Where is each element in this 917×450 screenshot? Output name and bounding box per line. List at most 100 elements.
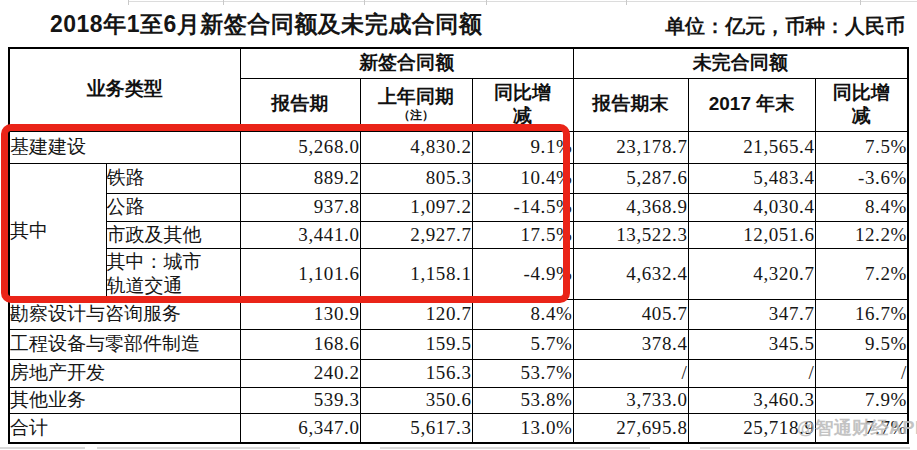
screenshot-root: 2018年1至6月新签合同额及未完成合同额 单位：亿元，币种：人民币 业务类型 … <box>0 0 917 450</box>
table-row: 勘察设计与咨询服务 130.9 120.7 8.4% 405.7 347.7 1… <box>9 299 908 329</box>
data-cell: 13.0% <box>472 413 573 443</box>
data-cell: 405.7 <box>573 299 688 329</box>
cropped-gridline <box>626 0 627 5</box>
row-label: 铁路 <box>106 163 240 193</box>
data-cell: / <box>688 359 815 387</box>
cropped-table-remnant-top <box>128 1 917 2</box>
data-cell: 805.3 <box>360 163 472 193</box>
data-cell: -3.6% <box>815 163 908 193</box>
data-cell: 7.9% <box>815 387 908 413</box>
row-label: 市政及其他 <box>106 221 240 248</box>
data-cell: 6,347.0 <box>240 413 360 443</box>
data-cell: 5,617.3 <box>360 413 472 443</box>
cropped-gridline <box>860 0 861 5</box>
data-cell: 16.7% <box>815 299 908 329</box>
data-cell: 9.1% <box>472 131 573 163</box>
data-cell: 1,097.2 <box>360 193 472 221</box>
data-cell: 937.8 <box>240 193 360 221</box>
data-cell: 2,927.7 <box>360 221 472 248</box>
contracts-table: 业务类型 新签合同额 未完合同额 报告期 上年同期 （注） 同比增 减 报告期末… <box>8 47 909 444</box>
data-cell: 240.2 <box>240 359 360 387</box>
data-cell: 27,695.8 <box>573 413 688 443</box>
data-cell: 4,830.2 <box>360 131 472 163</box>
table-row: 其中：城市 轨道交通 1,101.6 1,158.1 -4.9% 4,632.4… <box>9 248 908 299</box>
cropped-table-remnant-bottom <box>380 447 650 449</box>
data-cell: 23,178.7 <box>573 131 688 163</box>
row-label: 其他业务 <box>9 387 240 413</box>
row-label: 合计 <box>9 413 240 443</box>
data-cell: 168.6 <box>240 329 360 359</box>
data-cell: 13,522.3 <box>573 221 688 248</box>
table-row: 其他业务 539.3 350.6 53.8% 3,733.0 3,460.3 7… <box>9 387 908 413</box>
data-cell: -14.5% <box>472 193 573 221</box>
col-header-business-type: 业务类型 <box>9 48 240 131</box>
data-cell: 4,368.9 <box>573 193 688 221</box>
data-cell: 21,565.4 <box>688 131 815 163</box>
data-cell: 889.2 <box>240 163 360 193</box>
col-header-report-period: 报告期 <box>240 78 360 131</box>
row-label: 勘察设计与咨询服务 <box>9 299 240 329</box>
table-row: 其中 铁路 889.2 805.3 10.4% 5,287.6 5,483.4 … <box>9 163 908 193</box>
data-cell: 3,441.0 <box>240 221 360 248</box>
row-label: 公路 <box>106 193 240 221</box>
data-cell: 17.5% <box>472 221 573 248</box>
group-label-cell: 其中 <box>9 163 106 299</box>
data-cell: 9.5% <box>815 329 908 359</box>
data-cell: 12,051.6 <box>688 221 815 248</box>
row-label: 工程设备与零部件制造 <box>9 329 240 359</box>
data-cell: 378.4 <box>573 329 688 359</box>
data-cell: 1,101.6 <box>240 248 360 299</box>
data-cell: 5,268.0 <box>240 131 360 163</box>
data-cell: 4,030.4 <box>688 193 815 221</box>
data-cell: 7.2% <box>815 248 908 299</box>
data-cell: 1,158.1 <box>360 248 472 299</box>
table-row: 市政及其他 3,441.0 2,927.7 17.5% 13,522.3 12,… <box>9 221 908 248</box>
data-cell: 25,718.9 <box>688 413 815 443</box>
data-cell: 8.4% <box>815 193 908 221</box>
table-row: 公路 937.8 1,097.2 -14.5% 4,368.9 4,030.4 … <box>9 193 908 221</box>
row-label: 其中：城市 轨道交通 <box>106 248 240 299</box>
col-header-yoy-backlog: 同比增 减 <box>815 78 908 131</box>
table-row: 房地产开发 240.2 156.3 53.7% / / / <box>9 359 908 387</box>
data-cell: 539.3 <box>240 387 360 413</box>
data-cell: 3,460.3 <box>688 387 815 413</box>
data-cell: 347.7 <box>688 299 815 329</box>
cropped-gridline <box>128 0 129 5</box>
data-cell: 345.5 <box>688 329 815 359</box>
data-cell: 120.7 <box>360 299 472 329</box>
cropped-gridline <box>223 0 224 5</box>
watermark: @智通财经APP <box>797 416 917 440</box>
data-cell: 8.4% <box>472 299 573 329</box>
data-cell: 5,483.4 <box>688 163 815 193</box>
table-row: 合计 6,347.0 5,617.3 13.0% 27,695.8 25,718… <box>9 413 908 443</box>
prior-period-label: 上年同期 <box>361 86 472 109</box>
data-cell: 156.3 <box>360 359 472 387</box>
row-label: 基建建设 <box>9 131 240 163</box>
col-header-yoy-new: 同比增 减 <box>472 78 573 131</box>
data-cell: 5,287.6 <box>573 163 688 193</box>
table-row: 基建建设 5,268.0 4,830.2 9.1% 23,178.7 21,56… <box>9 131 908 163</box>
cropped-table-remnant-bottom <box>97 447 300 449</box>
data-cell: 7.5% <box>815 131 908 163</box>
data-cell: / <box>815 359 908 387</box>
data-cell: 350.6 <box>360 387 472 413</box>
row-label: 房地产开发 <box>9 359 240 387</box>
data-cell: 10.4% <box>472 163 573 193</box>
data-cell: -4.9% <box>472 248 573 299</box>
col-header-prior-period: 上年同期 （注） <box>360 78 472 131</box>
page-title: 2018年1至6月新签合同额及未完成合同额 <box>50 9 482 40</box>
cropped-gridline <box>486 0 487 5</box>
col-header-end-2017: 2017 年末 <box>688 78 815 131</box>
data-cell: 130.9 <box>240 299 360 329</box>
data-cell: / <box>573 359 688 387</box>
cropped-table-remnant-bottom <box>700 447 910 449</box>
data-cell: 53.7% <box>472 359 573 387</box>
data-cell: 159.5 <box>360 329 472 359</box>
table-row: 工程设备与零部件制造 168.6 159.5 5.7% 378.4 345.5 … <box>9 329 908 359</box>
data-cell: 12.2% <box>815 221 908 248</box>
prior-period-note: （注） <box>361 108 472 122</box>
cropped-table-remnant-bottom <box>0 447 85 449</box>
data-cell: 4,320.7 <box>688 248 815 299</box>
col-header-report-period-end: 报告期末 <box>573 78 688 131</box>
col-group-backlog: 未完合同额 <box>573 48 908 78</box>
